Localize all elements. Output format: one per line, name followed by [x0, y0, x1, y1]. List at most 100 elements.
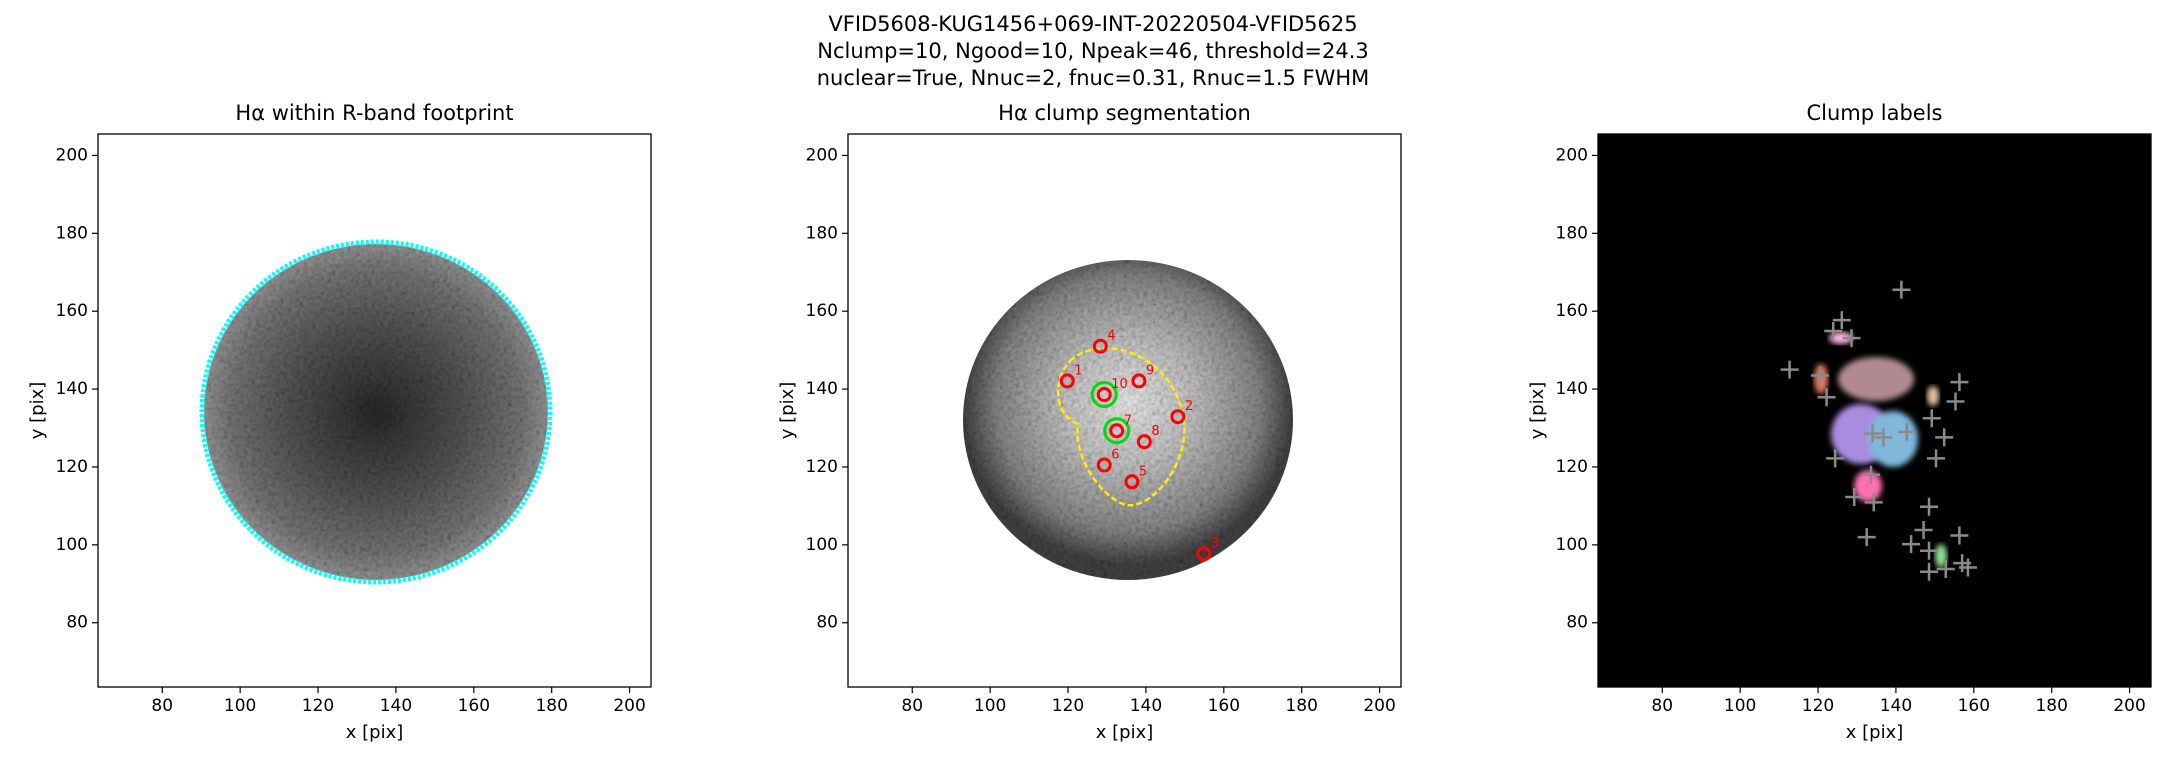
y-tick-label: 180	[806, 223, 838, 243]
x-tick-label: 160	[1208, 696, 1240, 716]
axes-title: Clump labels	[1807, 101, 1943, 125]
peak-marker	[1832, 311, 1851, 330]
peak-marker	[1810, 366, 1829, 385]
peak-marker	[1914, 521, 1933, 540]
x-tick-label: 180	[1285, 696, 1317, 716]
peak-marker	[1946, 392, 1965, 411]
x-tick-label: 120	[1052, 696, 1084, 716]
x-tick-label: 100	[1724, 696, 1756, 716]
clump-marker	[1170, 409, 1186, 425]
y-tick-label: 160	[56, 301, 88, 321]
peak-marker	[1857, 528, 1876, 547]
x-tick-label: 80	[151, 696, 173, 716]
nuclear-marker	[1103, 417, 1131, 445]
clump-marker	[1136, 434, 1152, 450]
y-label: y [pix]	[1527, 382, 1548, 440]
peak-marker	[1842, 329, 1861, 348]
x-tick-label: 100	[974, 696, 1006, 716]
clump-contour	[1057, 347, 1186, 507]
suptitle-line: VFID5608-KUG1456+069-INT-20220504-VFID56…	[828, 12, 1357, 36]
y-tick-label: 140	[56, 379, 88, 399]
x-label: x [pix]	[1096, 722, 1154, 743]
peak-marker	[1864, 493, 1883, 512]
clump-marker	[1109, 423, 1125, 439]
axes-frame	[97, 133, 652, 688]
x-tick-label: 180	[2035, 696, 2067, 716]
panel: 80 100 120 140 160 180 200 80 100 120 140 160 180 200…	[27, 101, 652, 743]
peak-marker	[1902, 535, 1921, 554]
label-region	[1868, 411, 1918, 467]
x-tick-label: 160	[1958, 696, 1990, 716]
y-tick-label: 100	[806, 535, 838, 555]
clump-id: 7	[1124, 413, 1132, 428]
clump-marker	[1092, 338, 1108, 354]
x-tick-label: 120	[302, 696, 334, 716]
clump-id: 4	[1107, 329, 1115, 344]
suptitle-line: Nclump=10, Ngood=10, Npeak=46, threshold…	[817, 39, 1369, 63]
label-region	[1927, 386, 1939, 406]
image	[199, 239, 553, 585]
image	[1598, 134, 2151, 687]
y-tick-label: 100	[1556, 535, 1588, 555]
x-label: x [pix]	[1846, 722, 1904, 743]
peak-marker	[1950, 526, 1969, 545]
label-region	[1854, 470, 1882, 502]
y-tick-label: 200	[56, 145, 88, 165]
label-region	[1838, 357, 1914, 401]
y-label: y [pix]	[777, 382, 798, 440]
image: 1 2 3 4 5 6 7 8 9 10	[963, 260, 1293, 580]
clump-marker	[1196, 546, 1212, 562]
nuclear-marker	[1090, 381, 1118, 409]
x-tick-label: 80	[901, 696, 923, 716]
clump-id: 5	[1139, 464, 1147, 479]
y-tick-label: 160	[1556, 301, 1588, 321]
galaxy-image	[963, 260, 1293, 580]
clump-marker	[1096, 457, 1112, 473]
clump-marker	[1131, 373, 1147, 389]
peak-marker	[1862, 465, 1880, 484]
x-tick-label: 200	[2113, 696, 2145, 716]
clump-marker	[1096, 387, 1112, 403]
x-tick-label: 140	[380, 696, 412, 716]
peak-marker	[1897, 422, 1916, 441]
peak-marker	[1780, 360, 1799, 379]
clump-marker	[1059, 373, 1075, 389]
x-label: x [pix]	[346, 722, 404, 743]
peak-marker	[1920, 541, 1939, 560]
y-tick-label: 140	[806, 379, 838, 399]
x-tick-label: 140	[1130, 696, 1162, 716]
y-tick-label: 200	[806, 145, 838, 165]
y-tick-label: 80	[816, 613, 838, 633]
axes-frame	[1597, 133, 2152, 688]
clump-id: 6	[1111, 448, 1119, 463]
peak-marker	[1920, 497, 1939, 516]
peak-marker	[1922, 409, 1941, 428]
suptitle-line: nuclear=True, Nnuc=2, fnuc=0.31, Rnuc=1.…	[817, 66, 1370, 90]
galaxy-contour	[199, 239, 553, 585]
clump-id: 1	[1074, 363, 1082, 378]
peak-marker	[1826, 449, 1845, 468]
x-tick-label: 120	[1802, 696, 1834, 716]
peak-marker	[1817, 388, 1836, 407]
y-tick-label: 200	[1556, 145, 1588, 165]
clump-id: 3	[1211, 536, 1219, 551]
y-tick-label: 80	[66, 613, 88, 633]
panel: 1 2 3 4 5 6 7 8 9 10 80 100 120 140 160 180 200 80 100 120 1…	[777, 101, 1402, 743]
peak-marker	[1863, 424, 1882, 443]
axes-frame	[847, 133, 1402, 688]
peak-marker	[1824, 322, 1843, 341]
x-tick-label: 140	[1880, 696, 1912, 716]
clump-id: 10	[1111, 377, 1128, 392]
x-tick-label: 160	[458, 696, 490, 716]
galaxy-image	[204, 244, 548, 580]
axes-title: Hα within R-band footprint	[235, 101, 513, 125]
axes-title: Hα clump segmentation	[998, 101, 1251, 125]
y-tick-label: 180	[1556, 223, 1588, 243]
y-tick-label: 80	[1566, 613, 1588, 633]
clump-id: 8	[1151, 424, 1159, 439]
y-tick-label: 180	[56, 223, 88, 243]
y-tick-label: 120	[56, 457, 88, 477]
peak-marker	[1936, 560, 1955, 579]
